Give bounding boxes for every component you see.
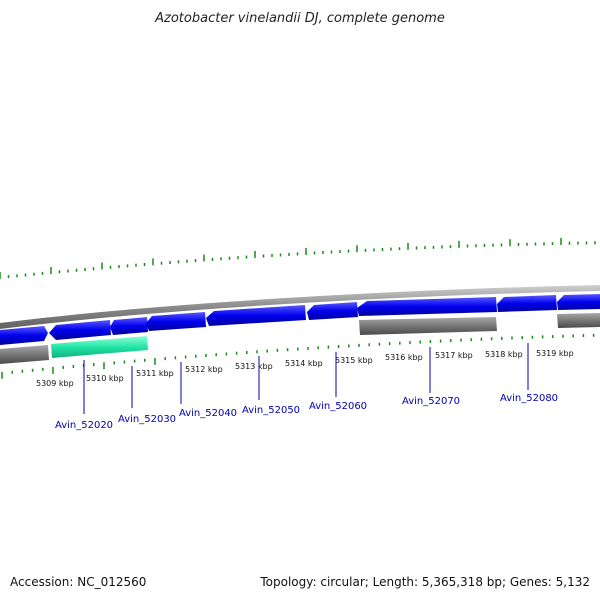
ruler-tick-label: 5309 kbp (36, 379, 74, 388)
forward-gene-arrow[interactable] (110, 317, 148, 335)
ruler-labels: 5309 kbp 5310 kbp 5311 kbp 5312 kbp 5313 kbp… (36, 349, 574, 388)
ruler-tick-label: 5314 kbp (285, 359, 323, 368)
gene-label[interactable]: Avin_52030 (118, 414, 176, 425)
gene-label[interactable]: Avin_52040 (179, 408, 237, 419)
map-title: Azotobacter vinelandii DJ, complete geno… (154, 11, 445, 26)
inner-tick-row (1, 333, 595, 379)
highlighted-gene-bar[interactable] (51, 336, 148, 358)
reverse-gene-bar[interactable] (0, 345, 49, 364)
gene-label[interactable]: Avin_52060 (309, 401, 367, 412)
forward-strand-track (0, 294, 600, 345)
forward-gene-arrow[interactable] (557, 294, 600, 310)
forward-gene-arrow[interactable] (146, 312, 206, 331)
ruler-tick-label: 5312 kbp (185, 365, 223, 374)
gene-label[interactable]: Avin_52070 (402, 396, 460, 407)
ruler-tick-label: 5317 kbp (435, 351, 473, 360)
reverse-gene-bar[interactable] (557, 313, 600, 328)
forward-gene-arrow[interactable] (206, 305, 306, 326)
ruler-tick-label: 5318 kbp (485, 350, 523, 359)
forward-gene-arrow[interactable] (49, 320, 111, 340)
ruler-tick-label: 5316 kbp (385, 353, 423, 362)
gene-label[interactable]: Avin_52020 (55, 420, 113, 431)
forward-gene-arrow[interactable] (307, 302, 358, 320)
ruler-tick-label: 5313 kbp (235, 362, 273, 371)
ruler-tick-label: 5319 kbp (536, 349, 574, 358)
ruler-tick-label: 5311 kbp (136, 369, 174, 378)
forward-gene-arrow[interactable] (357, 297, 497, 316)
genome-backbone (0, 285, 600, 329)
gene-label[interactable]: Avin_52080 (500, 393, 558, 404)
forward-gene-arrow[interactable] (497, 295, 557, 312)
reverse-gene-bar[interactable] (359, 317, 497, 335)
gene-label[interactable]: Avin_52050 (242, 405, 300, 416)
genome-summary-text: Topology: circular; Length: 5,365,318 bp… (259, 575, 590, 589)
accession-text: Accession: NC_012560 (10, 575, 146, 589)
reverse-strand-track (0, 313, 600, 364)
forward-gene-arrow[interactable] (0, 326, 48, 345)
ruler-tick-label: 5315 kbp (335, 356, 373, 365)
ruler-tick-label: 5310 kbp (86, 374, 124, 383)
outer-tick-row (0, 237, 596, 279)
